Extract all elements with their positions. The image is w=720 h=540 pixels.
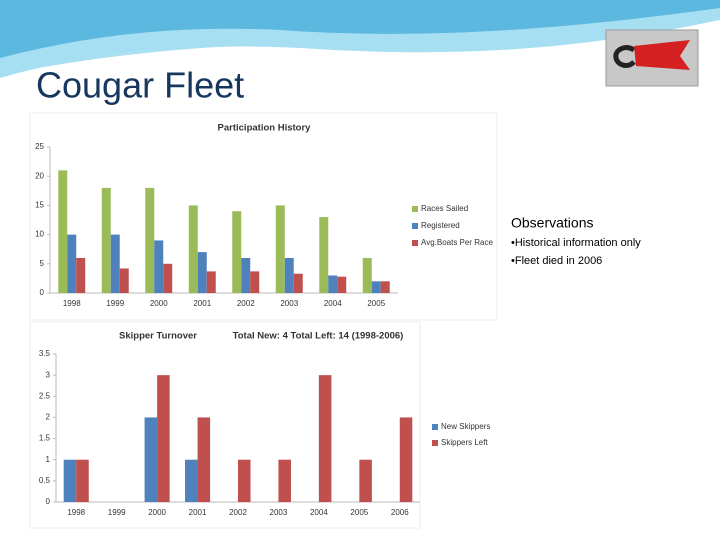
- bar: [362, 257, 372, 293]
- y-tick-label: 1: [46, 455, 51, 464]
- bar: [63, 459, 77, 502]
- y-tick-label: 1.5: [39, 434, 51, 443]
- slide-title: Cougar Fleet: [36, 65, 244, 106]
- y-tick-label: 3.5: [39, 349, 51, 358]
- bar: [380, 281, 390, 293]
- chart-panel: [29, 321, 421, 529]
- legend-label: Races Sailed: [421, 204, 468, 213]
- y-tick-label: 10: [35, 230, 44, 239]
- y-tick-label: 15: [35, 201, 44, 210]
- bar: [328, 275, 338, 293]
- bar: [399, 417, 413, 502]
- x-tick-label: 2001: [193, 299, 211, 308]
- y-tick-label: 2.5: [39, 391, 51, 400]
- x-tick-label: 1999: [106, 299, 124, 308]
- x-tick-label: 2002: [229, 508, 247, 517]
- chart-subtitle: Total New: 4 Total Left: 14 (1998-2006): [233, 331, 404, 342]
- bar: [293, 273, 303, 293]
- bar: [144, 417, 158, 502]
- legend-label: New Skippers: [441, 422, 490, 431]
- observation-bullet: •Historical information only: [511, 237, 641, 249]
- bar: [250, 271, 260, 293]
- bar: [110, 234, 120, 293]
- y-tick-label: 3: [46, 370, 51, 379]
- bar: [197, 252, 207, 293]
- y-tick-label: 0: [46, 497, 51, 506]
- bar: [206, 271, 216, 293]
- x-tick-label: 1998: [63, 299, 81, 308]
- bar: [241, 257, 251, 293]
- observation-bullet: •Fleet died in 2006: [511, 255, 602, 267]
- bar: [278, 459, 291, 502]
- bar: [154, 240, 164, 293]
- bar: [76, 459, 89, 502]
- x-tick-label: 1999: [108, 508, 126, 517]
- bar: [359, 459, 372, 502]
- x-tick-label: 2002: [237, 299, 255, 308]
- bar: [284, 257, 294, 293]
- x-tick-label: 2000: [148, 508, 166, 517]
- x-tick-label: 2004: [324, 299, 342, 308]
- bar: [185, 459, 198, 502]
- observations-heading: Observations: [511, 215, 593, 231]
- bar: [119, 268, 129, 293]
- y-tick-label: 25: [35, 142, 44, 151]
- bar: [337, 276, 347, 293]
- header-wave: [0, 0, 720, 58]
- chart-title: Participation History: [218, 123, 312, 134]
- x-tick-label: 2003: [270, 508, 288, 517]
- legend-swatch: [412, 206, 418, 212]
- chart-title: Skipper Turnover: [119, 331, 197, 342]
- bar: [319, 217, 329, 293]
- logo: [605, 29, 699, 87]
- bar: [67, 234, 77, 293]
- legend-label: Skippers Left: [441, 438, 488, 447]
- x-tick-label: 2001: [189, 508, 207, 517]
- bar: [58, 170, 68, 293]
- legend-swatch: [412, 223, 418, 229]
- legend-swatch: [432, 440, 438, 446]
- x-tick-label: 2006: [391, 508, 409, 517]
- x-tick-label: 2005: [367, 299, 385, 308]
- x-tick-label: 2005: [350, 508, 368, 517]
- legend-label: Registered: [421, 221, 460, 230]
- bar: [145, 187, 155, 293]
- y-tick-label: 0.5: [39, 476, 51, 485]
- x-tick-label: 2000: [150, 299, 168, 308]
- bar: [232, 211, 242, 293]
- x-tick-label: 2003: [280, 299, 298, 308]
- bar: [197, 417, 211, 502]
- bar: [275, 205, 285, 293]
- header-line: [0, 9, 720, 75]
- legend-label: Avg.Boats Per Race: [421, 238, 493, 247]
- chart-panel: [29, 112, 498, 321]
- bar: [76, 257, 86, 293]
- legend-swatch: [432, 424, 438, 430]
- bar: [157, 375, 170, 502]
- x-tick-label: 2004: [310, 508, 328, 517]
- y-tick-label: 0: [40, 288, 45, 297]
- bar: [371, 281, 381, 293]
- y-tick-label: 20: [35, 171, 44, 180]
- x-tick-label: 1998: [67, 508, 85, 517]
- bar: [318, 375, 332, 502]
- bar: [163, 263, 173, 293]
- y-tick-label: 2: [46, 413, 51, 422]
- legend-swatch: [412, 240, 418, 246]
- bar: [238, 459, 251, 502]
- bar: [188, 205, 198, 293]
- bar: [101, 187, 111, 293]
- y-tick-label: 5: [40, 259, 45, 268]
